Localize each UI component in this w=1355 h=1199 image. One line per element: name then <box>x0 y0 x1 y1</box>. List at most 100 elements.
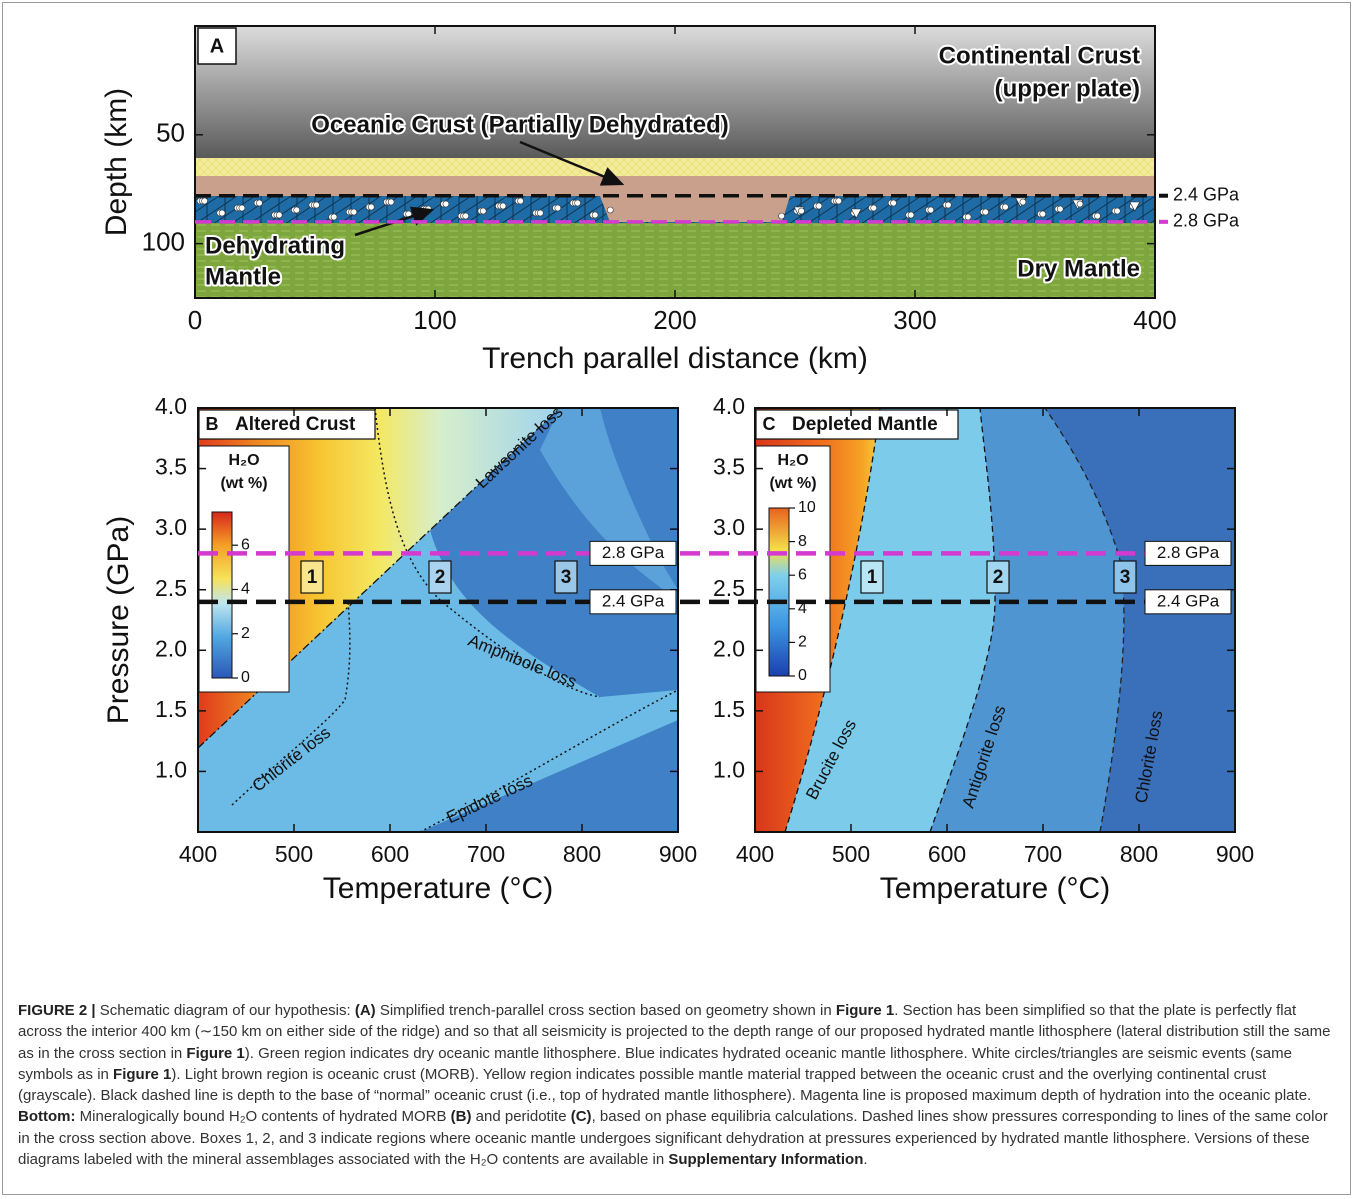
depth-line-label: 2.8 GPa <box>1173 211 1240 231</box>
x-axis-title: Temperature (°C) <box>323 872 553 905</box>
caption-text: , based on phase equilibria calculations… <box>18 1108 1328 1169</box>
pressure-label-box <box>589 589 677 615</box>
seismic-triangle <box>1129 201 1141 212</box>
pressure-line-label: 2.4 GPa <box>602 591 665 610</box>
x-tick-label: 800 <box>563 841 601 867</box>
y-tick-label: 3.5 <box>155 454 187 480</box>
seismic-circle <box>479 207 487 215</box>
caption-text: Supplementary Information <box>668 1151 864 1169</box>
seismic-circle <box>927 206 935 214</box>
seismic-circle <box>1094 212 1101 220</box>
arrow <box>519 140 625 186</box>
panel-title-box <box>755 409 959 440</box>
dehydration-box <box>428 560 452 594</box>
colorbar-tick-label: 4 <box>798 600 807 617</box>
pressure-label-box <box>1144 589 1232 615</box>
dehydration-box-label: 2 <box>993 567 1004 588</box>
boundary-curve <box>419 689 679 833</box>
caption-text: Figure 1 <box>186 1044 245 1062</box>
caption-text: and peridotite <box>471 1108 571 1126</box>
panel-title: Depleted Mantle <box>792 414 938 435</box>
seismic-circle <box>1002 203 1009 211</box>
colorbar-tick-label: 10 <box>798 499 816 516</box>
caption-text: . <box>863 1151 868 1169</box>
colorbar-title: H₂O <box>777 452 808 469</box>
caption-text: (A) <box>354 1002 376 1019</box>
x-tick-label: 500 <box>832 841 870 867</box>
x-tick-label: 900 <box>659 841 697 867</box>
boundary-curve <box>929 407 996 833</box>
seismic-circle <box>275 211 283 219</box>
colorbar-tick-label: 4 <box>241 581 250 598</box>
caption-text: ). Green region indicates dry oceanic ma… <box>18 1044 1292 1083</box>
caption-text: Schematic diagram of our hypothesis: <box>95 1002 355 1019</box>
y-tick-label: 2.5 <box>155 575 187 601</box>
caption-text: Mineralogically bound H₂O contents of hy… <box>75 1108 451 1126</box>
panel-label-box <box>197 27 237 65</box>
depth-line-label: 2.4 GPa <box>1173 184 1240 204</box>
colorbar-tick-label: 6 <box>798 566 807 583</box>
x-tick-label: 800 <box>1120 841 1158 867</box>
seismic-circle <box>606 206 614 214</box>
panel-label: A <box>210 35 224 57</box>
y-axis-title: Depth (km) <box>100 88 133 236</box>
seismic-circle <box>815 202 823 210</box>
x-tick-label: 300 <box>893 305 936 335</box>
panel-b-frame <box>197 407 679 833</box>
pressure-label-box <box>1144 540 1232 566</box>
y-tick-label: 1.5 <box>155 696 187 722</box>
colorbar-tick-label: 8 <box>798 533 807 550</box>
seismic-circle <box>890 199 897 207</box>
colorbar-subtitle: (wt %) <box>769 475 816 492</box>
dehydration-box <box>986 560 1010 594</box>
panel-c-frame <box>754 407 1236 833</box>
seismic-circle <box>982 208 989 216</box>
x-tick-label: 400 <box>179 841 217 867</box>
seismic-circle <box>778 212 785 220</box>
dehydration-box <box>300 560 324 594</box>
seismic-circle <box>350 208 358 216</box>
dehydration-box <box>554 560 578 594</box>
seismic-circle <box>964 213 972 221</box>
seismic-circle <box>536 209 544 217</box>
seismic-circle <box>870 204 878 212</box>
seismic-circle <box>1056 205 1064 213</box>
y-tick-label: 1.0 <box>713 757 745 783</box>
caption-text: (C) <box>570 1108 592 1126</box>
field <box>198 530 678 832</box>
seismic-circle <box>835 197 843 205</box>
seismic-circle <box>201 197 208 205</box>
y-tick-label: 3.0 <box>713 514 745 540</box>
y-tick-label: 1.5 <box>713 696 745 722</box>
colorbar-tick-label: 0 <box>798 667 807 684</box>
panel-a-layers <box>195 26 1155 298</box>
seismic-circle <box>387 198 395 206</box>
x-tick-label: 100 <box>413 305 456 335</box>
seismic-circle <box>1114 207 1121 215</box>
seismic-circle <box>1076 200 1084 208</box>
y-tick-label: 2.5 <box>713 575 745 601</box>
seismic-circle <box>367 203 375 211</box>
panel-label: C <box>763 414 776 434</box>
x-tick-label: 600 <box>928 841 966 867</box>
caption-text: Simplified trench-parallel cross section… <box>375 1002 836 1019</box>
y-tick-label: 2.0 <box>713 635 745 661</box>
annotation: (upper plate) <box>995 75 1140 102</box>
pressure-line-label: 2.4 GPa <box>1157 591 1220 610</box>
seismic-circle <box>907 211 915 219</box>
annotation: Dehydrating <box>205 232 345 259</box>
seismic-circle <box>798 207 805 215</box>
seismic-circle <box>462 212 470 220</box>
seismic-circle <box>574 199 581 207</box>
seismic-circle <box>554 204 562 212</box>
seismic-circle <box>591 211 599 219</box>
dehydration-box-label: 3 <box>1120 567 1131 588</box>
oceanic-crust-bulge <box>600 196 790 222</box>
pressure-line-label: 2.8 GPa <box>602 543 665 562</box>
seismic-circle <box>313 201 320 209</box>
seismic-circle <box>238 204 246 212</box>
panel-title: Altered Crust <box>235 414 356 435</box>
annotation: Mantle <box>205 263 281 290</box>
